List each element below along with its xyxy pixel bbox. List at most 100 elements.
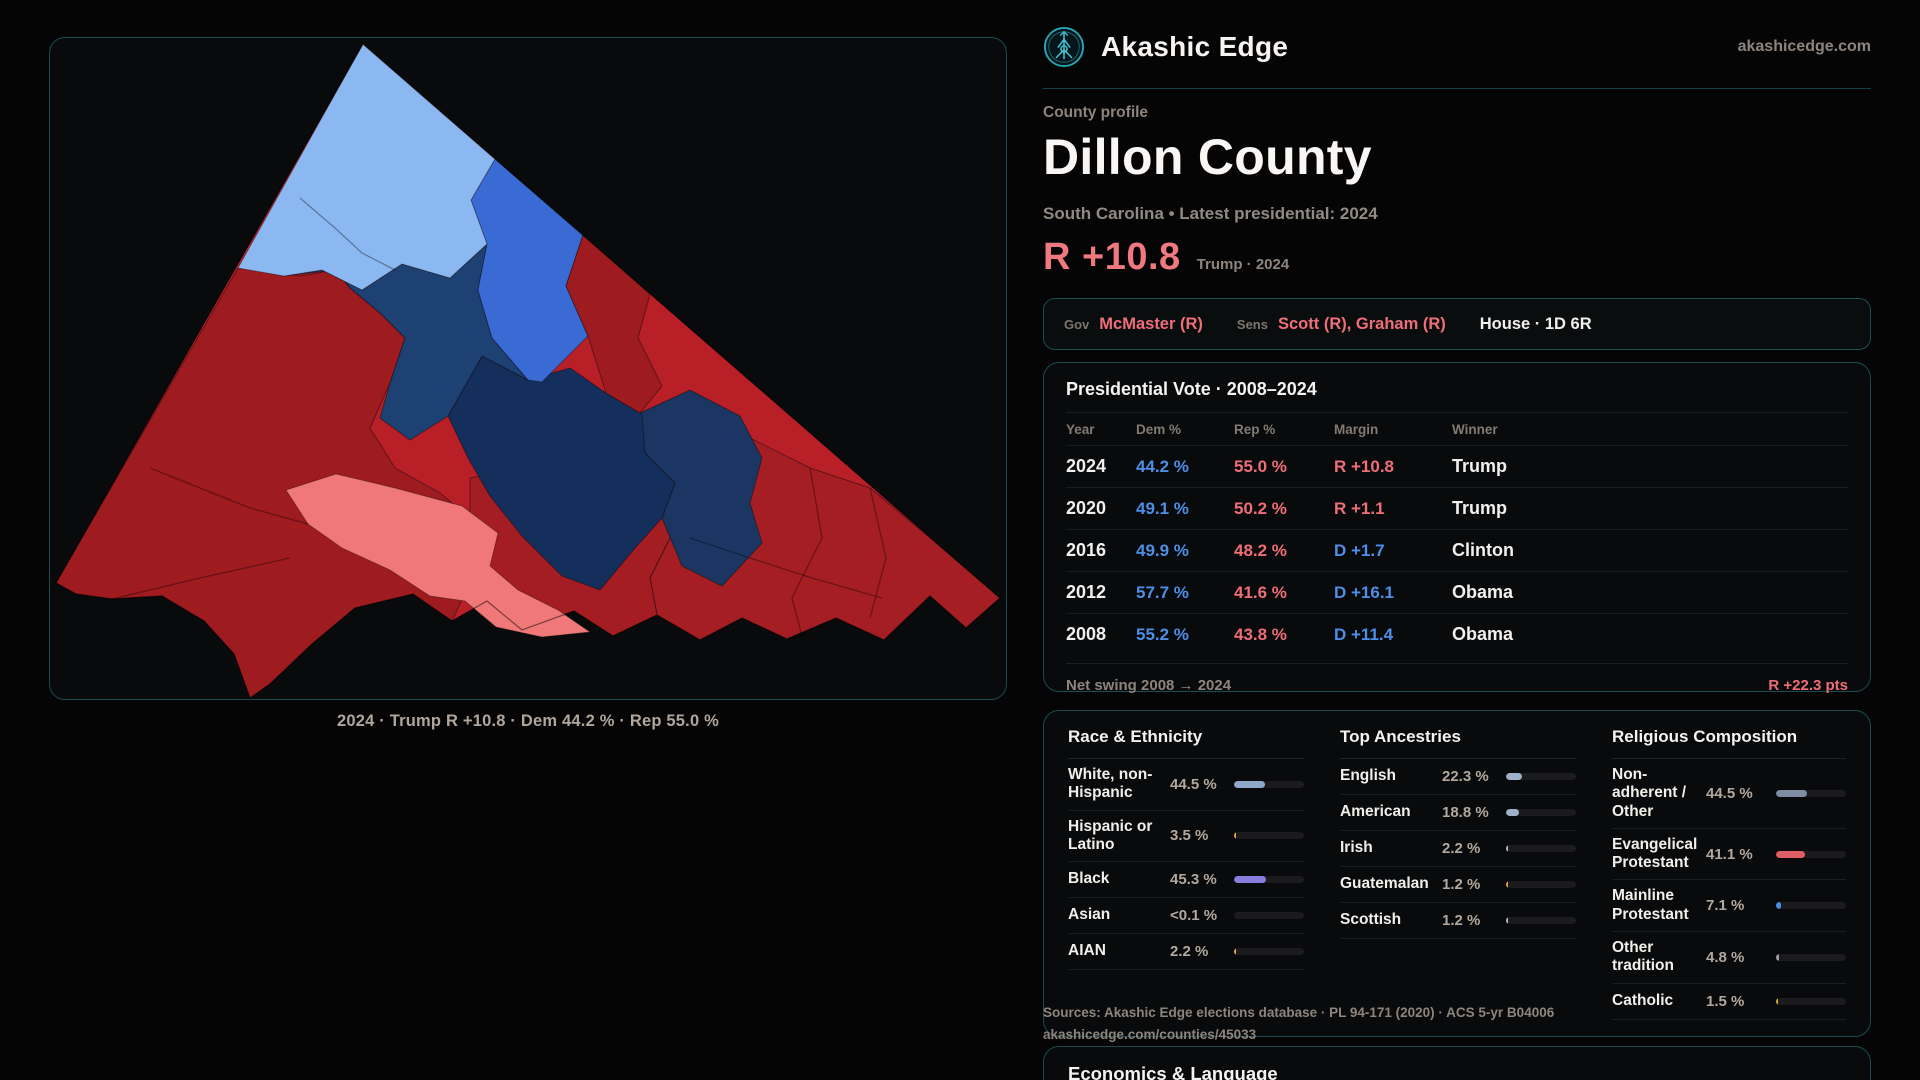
sources-line: Sources: Akashic Edge elections database… (1043, 1005, 1555, 1020)
stat-value: 3.5 % (1170, 827, 1209, 845)
net-swing-value: R +22.3 pts (1768, 677, 1848, 694)
stat-bar-track (1234, 780, 1304, 788)
headline-margin: R +10.8 Trump · 2024 (1043, 236, 1871, 279)
app-header: Akashic Edge akashicedge.com (1043, 24, 1871, 70)
stat-bar-fill (1234, 832, 1237, 840)
stat-label: American (1340, 803, 1411, 821)
cell-rep: 43.8 % (1234, 624, 1287, 644)
stat-bar-track (1506, 809, 1576, 816)
stat-row: Scottish 1.2 % (1340, 903, 1576, 939)
sens-label: Sens (1236, 316, 1268, 332)
brand-domain: akashicedge.com (1737, 38, 1871, 55)
stat-bar-track (1776, 902, 1846, 910)
stat-bar-track (1776, 997, 1846, 1005)
section-title: Religious Composition (1612, 727, 1846, 759)
stat-value: 41.1 % (1706, 845, 1753, 863)
cell-rep: 48.2 % (1234, 540, 1287, 560)
divider (1066, 412, 1848, 413)
cell-dem: 57.7 % (1136, 582, 1189, 602)
stat-row: Hispanic or Latino 3.5 % (1068, 811, 1304, 863)
economics-language-card: Economics & Language (1043, 1046, 1871, 1080)
page-title: Dillon County (1043, 129, 1372, 185)
stat-bar-track (1776, 953, 1846, 961)
stat-label: AIAN (1068, 942, 1106, 960)
stat-row: Mainline Protestant 7.1 % (1612, 880, 1846, 932)
stat-value: 22.3 % (1442, 768, 1489, 785)
stat-row: Black 45.3 % (1068, 862, 1304, 899)
cell-dem: 44.2 % (1136, 456, 1189, 476)
table-row: 2016 49.9 % 48.2 % D +1.7 Clinton (1066, 529, 1848, 571)
stat-bar-fill (1776, 902, 1781, 910)
stat-value: 18.8 % (1442, 804, 1489, 821)
stat-label: Scottish (1340, 911, 1402, 929)
section-title: Top Ancestries (1340, 727, 1576, 759)
margin-note: Trump · 2024 (1196, 256, 1290, 273)
cell-margin: R +10.8 (1334, 456, 1395, 476)
eyebrow-label: County profile (1043, 104, 1149, 121)
stat-bar-fill (1776, 789, 1808, 797)
stat-label: Black (1068, 870, 1110, 888)
stat-bar-track (1506, 845, 1576, 852)
brand-title[interactable]: Akashic Edge (1101, 31, 1289, 62)
cell-rep: 50.2 % (1234, 498, 1287, 518)
stat-value: <0.1 % (1170, 907, 1218, 925)
col-margin: Margin (1334, 421, 1379, 437)
cell-winner: Obama (1452, 582, 1514, 602)
margin-value: R +10.8 (1043, 236, 1181, 278)
religious-composition-section: Religious Composition Non-adherent / Oth… (1612, 727, 1846, 1030)
stat-row: American 18.8 % (1340, 795, 1576, 831)
akashic-edge-logo-icon[interactable] (1043, 26, 1085, 68)
cell-margin: D +1.7 (1334, 540, 1385, 560)
section-title: Race & Ethnicity (1068, 727, 1304, 759)
precinct-boundary-line (869, 487, 887, 619)
stat-bar-fill (1234, 948, 1237, 956)
stat-label: Mainline Protestant (1612, 887, 1689, 923)
stat-bar-fill (1506, 881, 1509, 888)
stat-label: Non-adherent / Other (1612, 766, 1687, 820)
stat-value: 2.2 % (1442, 840, 1481, 857)
stat-row: Other tradition 4.8 % (1612, 932, 1846, 984)
top-ancestries-section: Top Ancestries English 22.3 % American 1… (1340, 727, 1576, 1030)
stat-row: AIAN 2.2 % (1068, 934, 1304, 971)
officials-bar: Gov McMaster (R) Sens Scott (R), Graham … (1043, 298, 1871, 350)
stat-bar-fill (1234, 876, 1266, 884)
table-header-row: Year Dem % Rep % Margin Winner (1066, 413, 1848, 445)
stat-bar-fill (1776, 953, 1780, 961)
net-swing-label: Net swing 2008 → 2024 (1066, 677, 1232, 694)
precinct-boundary-line (111, 557, 291, 600)
sens-value: Scott (R), Graham (R) (1277, 314, 1446, 333)
stat-row: Guatemalan 1.2 % (1340, 867, 1576, 903)
precinct-shape[interactable] (237, 43, 496, 291)
cell-dem: 49.9 % (1136, 540, 1189, 560)
table-row: 2020 49.1 % 50.2 % R +1.1 Trump (1066, 487, 1848, 529)
table-row: 2008 55.2 % 43.8 % D +11.4 Obama (1066, 613, 1848, 655)
cell-winner: Clinton (1452, 540, 1514, 560)
page-subtitle: South Carolina • Latest presidential: 20… (1043, 204, 1378, 223)
precinct-shape[interactable] (285, 473, 592, 638)
net-swing-row: Net swing 2008 → 2024 R +22.3 pts (1066, 663, 1848, 694)
cell-dem: 55.2 % (1136, 624, 1189, 644)
cell-rep: 55.0 % (1234, 456, 1287, 476)
vote-card-title: Presidential Vote · 2008–2024 (1066, 379, 1317, 399)
stat-value: 2.2 % (1170, 943, 1209, 961)
stat-bar-fill (1506, 809, 1520, 816)
stat-value: 4.8 % (1706, 948, 1745, 966)
precinct-boundary-line (791, 467, 823, 637)
stat-label: Catholic (1612, 991, 1674, 1009)
gov-value: McMaster (R) (1099, 314, 1203, 333)
stat-bar-track (1506, 917, 1576, 924)
stat-label: Guatemalan (1340, 875, 1429, 893)
stat-value: 44.5 % (1706, 784, 1753, 802)
economics-card-title: Economics & Language (1068, 1063, 1278, 1080)
cell-year: 2012 (1066, 582, 1107, 602)
cell-dem: 49.1 % (1136, 498, 1189, 518)
precinct-map-card (49, 37, 1007, 700)
cell-margin: D +16.1 (1334, 582, 1395, 602)
cell-winner: Trump (1452, 498, 1508, 518)
cell-year: 2008 (1066, 624, 1107, 644)
stat-bar-track (1506, 881, 1576, 888)
precinct-shape[interactable] (565, 234, 663, 414)
stat-value: 1.2 % (1442, 912, 1481, 929)
race-ethnicity-section: Race & Ethnicity White, non-Hispanic 44.… (1068, 727, 1304, 1030)
